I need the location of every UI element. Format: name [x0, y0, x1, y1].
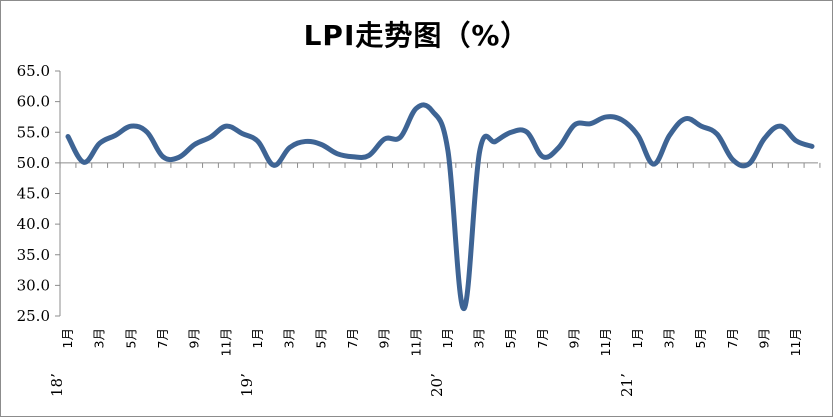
data-point [746, 162, 751, 167]
y-tick-label: 40.0 [17, 215, 50, 233]
y-tick-label: 50.0 [17, 154, 50, 172]
x-month-label: 7月 [725, 328, 740, 348]
data-point [430, 108, 435, 113]
data-point [556, 145, 561, 150]
x-month-label: 1月 [60, 328, 75, 348]
series-line [65, 102, 815, 312]
data-point [303, 139, 308, 144]
x-month-label: 5月 [693, 328, 708, 348]
data-point [620, 118, 625, 123]
x-month-label: 1月 [630, 328, 645, 348]
data-point [445, 148, 450, 153]
data-point [493, 139, 498, 144]
series-layer [65, 102, 815, 312]
x-year-label: 21’ [618, 373, 636, 397]
data-point [319, 142, 324, 147]
data-point [145, 130, 150, 135]
x-month-label: 9月 [757, 328, 772, 348]
data-point [810, 144, 815, 149]
data-point [588, 121, 593, 126]
data-point [651, 162, 656, 167]
data-point [113, 133, 118, 138]
data-point [366, 153, 371, 158]
x-month-label: 3月 [662, 328, 677, 348]
x-month-label: 3月 [92, 328, 107, 348]
data-point [240, 131, 245, 136]
x-month-label: 9月 [567, 328, 582, 348]
data-point [382, 136, 387, 141]
data-point [525, 130, 530, 135]
data-point [176, 155, 181, 160]
x-year-label: 18’ [48, 373, 66, 397]
data-point [778, 124, 783, 129]
y-tick-label: 60.0 [17, 93, 50, 111]
data-point [794, 138, 799, 143]
x-month-label: 11月 [408, 328, 423, 356]
x-month-label: 3月 [282, 328, 297, 348]
data-point [271, 163, 276, 168]
data-point [509, 130, 514, 135]
data-point [129, 124, 134, 129]
y-tick-labels: 65.0 60.0 55.0 50.0 45.0 40.0 35.0 30.0 25.0 [17, 62, 50, 325]
y-tick-label: 35.0 [17, 246, 50, 264]
data-point [81, 160, 86, 165]
chart-title: LPI走势图（%） [303, 19, 530, 52]
x-month-label: 9月 [187, 328, 202, 348]
data-point [350, 154, 355, 159]
x-month-label: 7月 [535, 328, 550, 348]
data-point [604, 114, 609, 119]
x-year-label: 19’ [238, 373, 256, 397]
data-point [224, 124, 229, 129]
data-point [192, 142, 197, 147]
data-point [762, 136, 767, 141]
x-month-label: 1月 [440, 328, 455, 348]
data-point [287, 145, 292, 150]
data-point [635, 133, 640, 138]
data-point [208, 135, 213, 140]
data-point [540, 154, 545, 159]
x-month-label: 1月 [250, 328, 265, 348]
data-point [477, 149, 482, 154]
data-point [160, 154, 165, 159]
x-year-label: 20’ [428, 373, 446, 397]
data-point [414, 106, 419, 111]
data-point [683, 116, 688, 121]
data-point [335, 151, 340, 156]
x-month-label: 5月 [313, 328, 328, 348]
x-month-label: 7月 [345, 328, 360, 348]
y-tick-label: 25.0 [17, 307, 50, 325]
x-month-label: 5月 [503, 328, 518, 348]
data-point [730, 157, 735, 162]
y-tick-label: 65.0 [17, 62, 50, 80]
x-month-label: 3月 [472, 328, 487, 348]
x-month-label: 7月 [155, 328, 170, 348]
axes [55, 70, 821, 317]
data-point [699, 124, 704, 129]
y-tick-label: 55.0 [17, 123, 50, 141]
x-month-label: 11月 [598, 328, 613, 356]
data-point [255, 139, 260, 144]
x-month-label: 5月 [123, 328, 138, 348]
data-point [66, 134, 71, 139]
x-month-label: 11月 [788, 328, 803, 356]
data-point [715, 132, 720, 137]
x-month-label: 9月 [377, 328, 392, 348]
data-point [97, 141, 102, 146]
y-tick-label: 30.0 [17, 276, 50, 294]
data-point [572, 122, 577, 127]
y-tick-label: 45.0 [17, 185, 50, 203]
x-month-label: 11月 [218, 328, 233, 356]
data-point [398, 135, 403, 140]
data-point [667, 133, 672, 138]
x-tick-labels: 1月 3月 5月 7月 9月 11月 1月 3月 5月 7月 9月 11月 1月 3月 5月 7月 9月 11月 1… [48, 328, 803, 397]
data-point [461, 306, 466, 311]
